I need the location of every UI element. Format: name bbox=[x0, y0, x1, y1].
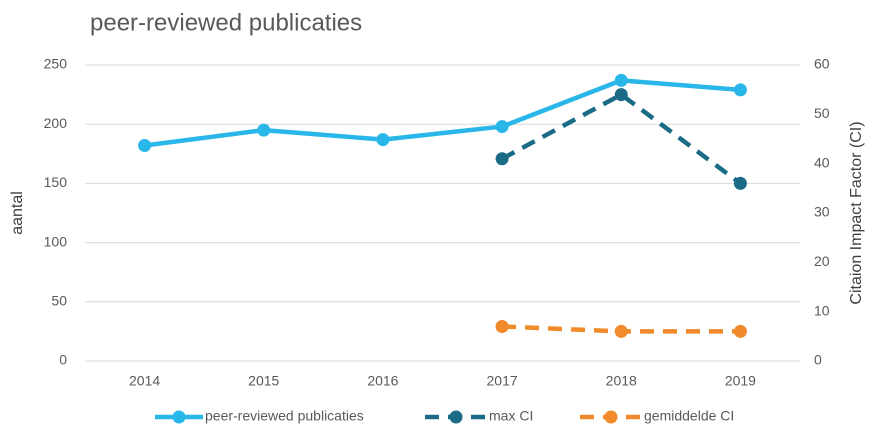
point bbox=[495, 120, 509, 134]
legend-marker bbox=[449, 410, 463, 424]
y-axis-title: aantal bbox=[9, 191, 26, 235]
y2-tick-label: 40 bbox=[814, 154, 830, 170]
y-tick-label: 250 bbox=[44, 56, 68, 72]
x-tick-label: 2018 bbox=[606, 373, 637, 389]
y-tick-label: 200 bbox=[44, 115, 68, 131]
point bbox=[614, 73, 628, 87]
point bbox=[733, 324, 747, 338]
legend-marker bbox=[604, 410, 618, 424]
point bbox=[614, 324, 628, 338]
legend-label: gemiddelde CI bbox=[644, 408, 734, 424]
y-tick-label: 100 bbox=[44, 233, 68, 249]
point bbox=[495, 152, 509, 166]
x-tick-label: 2014 bbox=[129, 373, 160, 389]
y2-tick-label: 60 bbox=[814, 56, 830, 72]
point bbox=[257, 123, 271, 137]
y2-tick-label: 20 bbox=[814, 253, 830, 269]
x-tick-label: 2015 bbox=[248, 373, 279, 389]
point bbox=[138, 139, 152, 153]
series-line bbox=[501, 92, 742, 186]
legend-marker bbox=[172, 410, 186, 424]
point bbox=[733, 176, 747, 190]
point bbox=[614, 88, 628, 102]
legend-label: peer-reviewed publicaties bbox=[205, 408, 364, 424]
y-tick-label: 150 bbox=[44, 174, 68, 190]
point bbox=[495, 319, 509, 333]
series-line bbox=[144, 78, 741, 148]
y2-tick-label: 50 bbox=[814, 105, 830, 121]
y2-tick-label: 30 bbox=[814, 204, 830, 220]
legend-label: max CI bbox=[489, 408, 533, 424]
point bbox=[733, 83, 747, 97]
chart-title: peer-reviewed publicaties bbox=[90, 9, 362, 36]
y2-axis-title: Citaion Impact Factor (CI) bbox=[848, 121, 865, 304]
y-tick-label: 50 bbox=[51, 293, 67, 309]
y2-tick-label: 0 bbox=[814, 352, 822, 368]
x-tick-label: 2016 bbox=[367, 373, 398, 389]
x-tick-label: 2017 bbox=[487, 373, 518, 389]
point bbox=[376, 133, 390, 147]
y2-tick-label: 10 bbox=[814, 302, 830, 318]
y-tick-label: 0 bbox=[59, 352, 67, 368]
x-tick-label: 2019 bbox=[725, 373, 756, 389]
